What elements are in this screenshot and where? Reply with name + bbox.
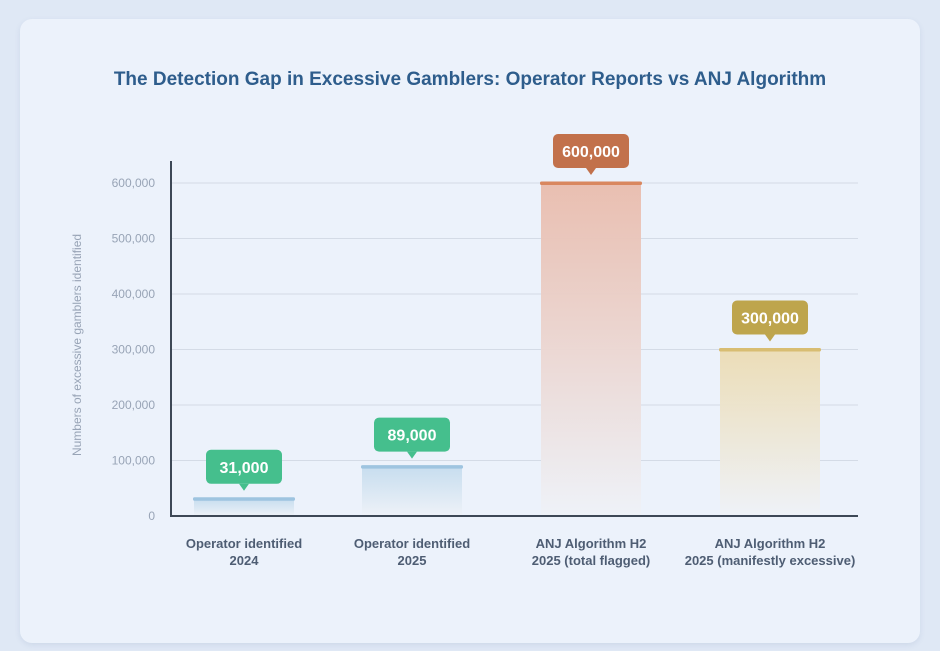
svg-text:89,000: 89,000 — [388, 428, 437, 445]
bar — [362, 466, 462, 516]
data-label: 31,000 — [206, 449, 282, 491]
y-tick-label: 0 — [148, 509, 155, 523]
data-label: 89,000 — [374, 417, 450, 459]
y-tick-labels: 0 100,000 200,000 300,000 400,000 500,000 600,… — [112, 176, 156, 523]
x-category-label: 2024 — [230, 553, 260, 568]
y-axis-label: Numbers of excessive gamblers identified — [70, 234, 84, 456]
bar — [541, 183, 641, 516]
data-label: 600,000 — [553, 134, 629, 175]
y-tick-label: 400,000 — [112, 287, 156, 301]
x-category-label: ANJ Algorithm H2 — [715, 536, 826, 551]
axes — [170, 161, 858, 517]
bar — [720, 349, 820, 516]
chart-title: The Detection Gap in Excessive Gamblers:… — [113, 69, 827, 90]
data-labels: 31,000 89,000 600,000 300,000 — [206, 134, 808, 491]
bar — [194, 498, 294, 516]
x-category-label: Operator identified — [354, 536, 470, 551]
bar-top-cap — [719, 348, 821, 352]
data-label: 300,000 — [732, 300, 808, 342]
y-tick-label: 200,000 — [112, 398, 156, 412]
y-tick-label: 500,000 — [112, 232, 156, 246]
x-category-labels: Operator identified 2024 Operator identifi… — [186, 536, 855, 568]
svg-text:300,000: 300,000 — [741, 311, 799, 328]
x-category-label: 2025 (total flagged) — [532, 553, 650, 568]
svg-text:31,000: 31,000 — [220, 460, 269, 477]
y-tick-label: 100,000 — [112, 454, 156, 468]
bar-top-cap — [540, 181, 642, 185]
bar-top-cap — [361, 465, 463, 469]
x-category-label: ANJ Algorithm H2 — [536, 536, 647, 551]
y-tick-label: 300,000 — [112, 343, 156, 357]
y-tick-label: 600,000 — [112, 176, 156, 190]
bars — [193, 181, 821, 516]
x-category-label: Operator identified — [186, 536, 302, 551]
x-category-label: 2025 — [398, 553, 427, 568]
x-category-label: 2025 (manifestly excessive) — [685, 553, 856, 568]
bar-top-cap — [193, 497, 295, 501]
svg-text:600,000: 600,000 — [562, 144, 620, 161]
